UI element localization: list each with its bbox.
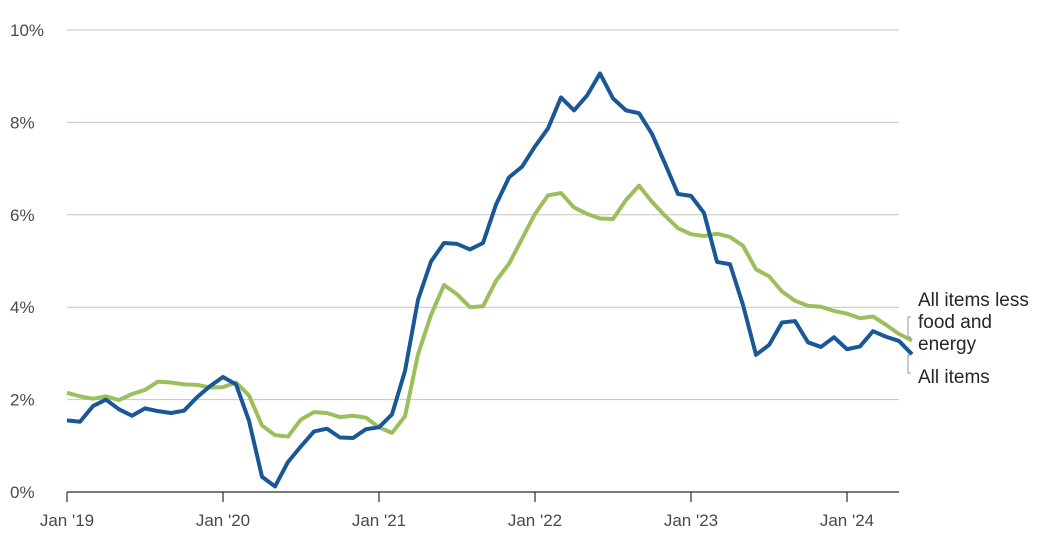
x-tick-label-2020-01: Jan '20 [196, 511, 250, 530]
x-tick-label-2024-01: Jan '24 [820, 511, 874, 530]
x-tick-label-2022-01: Jan '22 [508, 511, 562, 530]
x-tick-label-2023-01: Jan '23 [664, 511, 718, 530]
y-axis-tick-labels: 0% 2% 4% 6% 8% 10% [10, 21, 44, 502]
x-tick-label-2021-01: Jan '21 [352, 511, 406, 530]
y-tick-label-0: 0% [10, 483, 35, 502]
series-line-all-items [66, 71, 914, 489]
core-label-bracket [907, 316, 911, 338]
headline-label-bracket [907, 354, 911, 374]
y-tick-label-2: 2% [10, 391, 35, 410]
y-tick-label-8: 8% [10, 113, 35, 132]
y-tick-label-4: 4% [10, 298, 35, 317]
label-all-items: All items [918, 367, 990, 388]
y-tick-label-10: 10% [10, 21, 44, 40]
y-tick-label-6: 6% [10, 206, 35, 225]
series-labels: All items less food and energy All items [918, 290, 1029, 388]
x-axis: Jan '19 Jan '20 Jan '21 Jan '22 Jan '23 Jan '… [40, 491, 899, 530]
x-tick-label-2019-01: Jan '19 [40, 511, 94, 530]
series-label-markers [907, 316, 911, 374]
label-core-line-1: All items less [918, 290, 1029, 311]
label-core-line-3: energy [918, 334, 977, 355]
series-lines [66, 71, 914, 489]
gridlines [67, 29, 899, 401]
label-core-line-2: food and [918, 312, 992, 333]
